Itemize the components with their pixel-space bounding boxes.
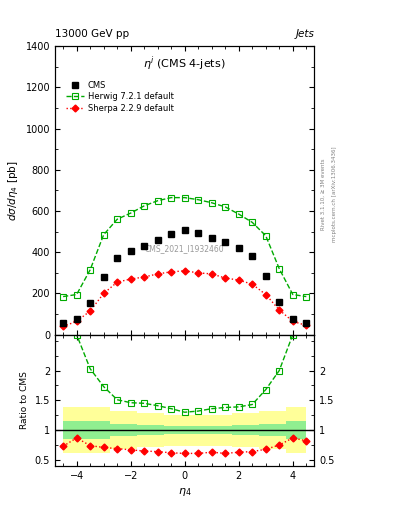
Herwig 7.2.1 default: [155, 198, 160, 204]
Herwig 7.2.1 default: [129, 210, 133, 216]
Herwig 7.2.1 default: [182, 195, 187, 201]
Text: Rivet 3.1.10, ≥ 3M events: Rivet 3.1.10, ≥ 3M events: [320, 159, 325, 230]
Herwig 7.2.1 default: [263, 232, 268, 239]
Text: Jets: Jets: [296, 29, 314, 39]
Herwig 7.2.1 default: [237, 211, 241, 217]
Y-axis label: $d\sigma/d\eta_4$ [pb]: $d\sigma/d\eta_4$ [pb]: [6, 160, 20, 221]
Sherpa 2.2.9 default: [101, 290, 106, 296]
Sherpa 2.2.9 default: [142, 274, 147, 280]
CMS: [250, 253, 255, 260]
CMS: [263, 273, 268, 279]
Sherpa 2.2.9 default: [74, 318, 79, 325]
CMS: [88, 300, 92, 306]
Herwig 7.2.1 default: [290, 291, 295, 297]
X-axis label: $\eta_4$: $\eta_4$: [178, 486, 191, 498]
Line: Sherpa 2.2.9 default: Sherpa 2.2.9 default: [61, 268, 309, 329]
CMS: [155, 237, 160, 243]
Herwig 7.2.1 default: [209, 200, 214, 206]
Sherpa 2.2.9 default: [196, 270, 200, 276]
Herwig 7.2.1 default: [196, 197, 200, 203]
Herwig 7.2.1 default: [142, 203, 147, 209]
Herwig 7.2.1 default: [277, 266, 282, 272]
Sherpa 2.2.9 default: [304, 323, 309, 329]
Sherpa 2.2.9 default: [237, 277, 241, 283]
CMS: [142, 243, 147, 249]
Sherpa 2.2.9 default: [182, 268, 187, 274]
Text: CMS_2021_I1932460: CMS_2021_I1932460: [145, 244, 224, 252]
Sherpa 2.2.9 default: [250, 281, 255, 287]
Legend: CMS, Herwig 7.2.1 default, Sherpa 2.2.9 default: CMS, Herwig 7.2.1 default, Sherpa 2.2.9 …: [64, 79, 175, 115]
Sherpa 2.2.9 default: [61, 324, 66, 330]
Sherpa 2.2.9 default: [263, 291, 268, 297]
Sherpa 2.2.9 default: [169, 269, 174, 275]
Herwig 7.2.1 default: [101, 231, 106, 238]
Sherpa 2.2.9 default: [290, 318, 295, 325]
Line: Herwig 7.2.1 default: Herwig 7.2.1 default: [61, 195, 309, 300]
CMS: [196, 229, 200, 236]
Herwig 7.2.1 default: [74, 291, 79, 297]
Sherpa 2.2.9 default: [88, 308, 92, 314]
Sherpa 2.2.9 default: [115, 279, 119, 285]
Herwig 7.2.1 default: [223, 204, 228, 210]
Text: 13000 GeV pp: 13000 GeV pp: [55, 29, 129, 39]
Herwig 7.2.1 default: [88, 267, 92, 273]
CMS: [61, 321, 66, 327]
CMS: [74, 316, 79, 323]
CMS: [304, 321, 309, 327]
Herwig 7.2.1 default: [115, 216, 119, 222]
CMS: [223, 239, 228, 245]
Sherpa 2.2.9 default: [129, 276, 133, 282]
Y-axis label: Ratio to CMS: Ratio to CMS: [20, 371, 29, 429]
CMS: [209, 234, 214, 241]
Sherpa 2.2.9 default: [209, 271, 214, 277]
CMS: [290, 316, 295, 323]
Line: CMS: CMS: [61, 227, 309, 326]
Herwig 7.2.1 default: [61, 293, 66, 300]
CMS: [169, 230, 174, 237]
Sherpa 2.2.9 default: [223, 275, 228, 281]
CMS: [115, 255, 119, 262]
Sherpa 2.2.9 default: [155, 271, 160, 277]
Herwig 7.2.1 default: [250, 219, 255, 225]
CMS: [182, 226, 187, 232]
Herwig 7.2.1 default: [304, 293, 309, 300]
Text: mcplots.cern.ch [arXiv:1306.3436]: mcplots.cern.ch [arXiv:1306.3436]: [332, 147, 337, 242]
CMS: [101, 274, 106, 280]
CMS: [237, 245, 241, 251]
Text: $\eta^i$ (CMS 4-jets): $\eta^i$ (CMS 4-jets): [143, 55, 226, 73]
CMS: [129, 248, 133, 254]
CMS: [277, 298, 282, 305]
Sherpa 2.2.9 default: [277, 307, 282, 313]
Herwig 7.2.1 default: [169, 195, 174, 201]
